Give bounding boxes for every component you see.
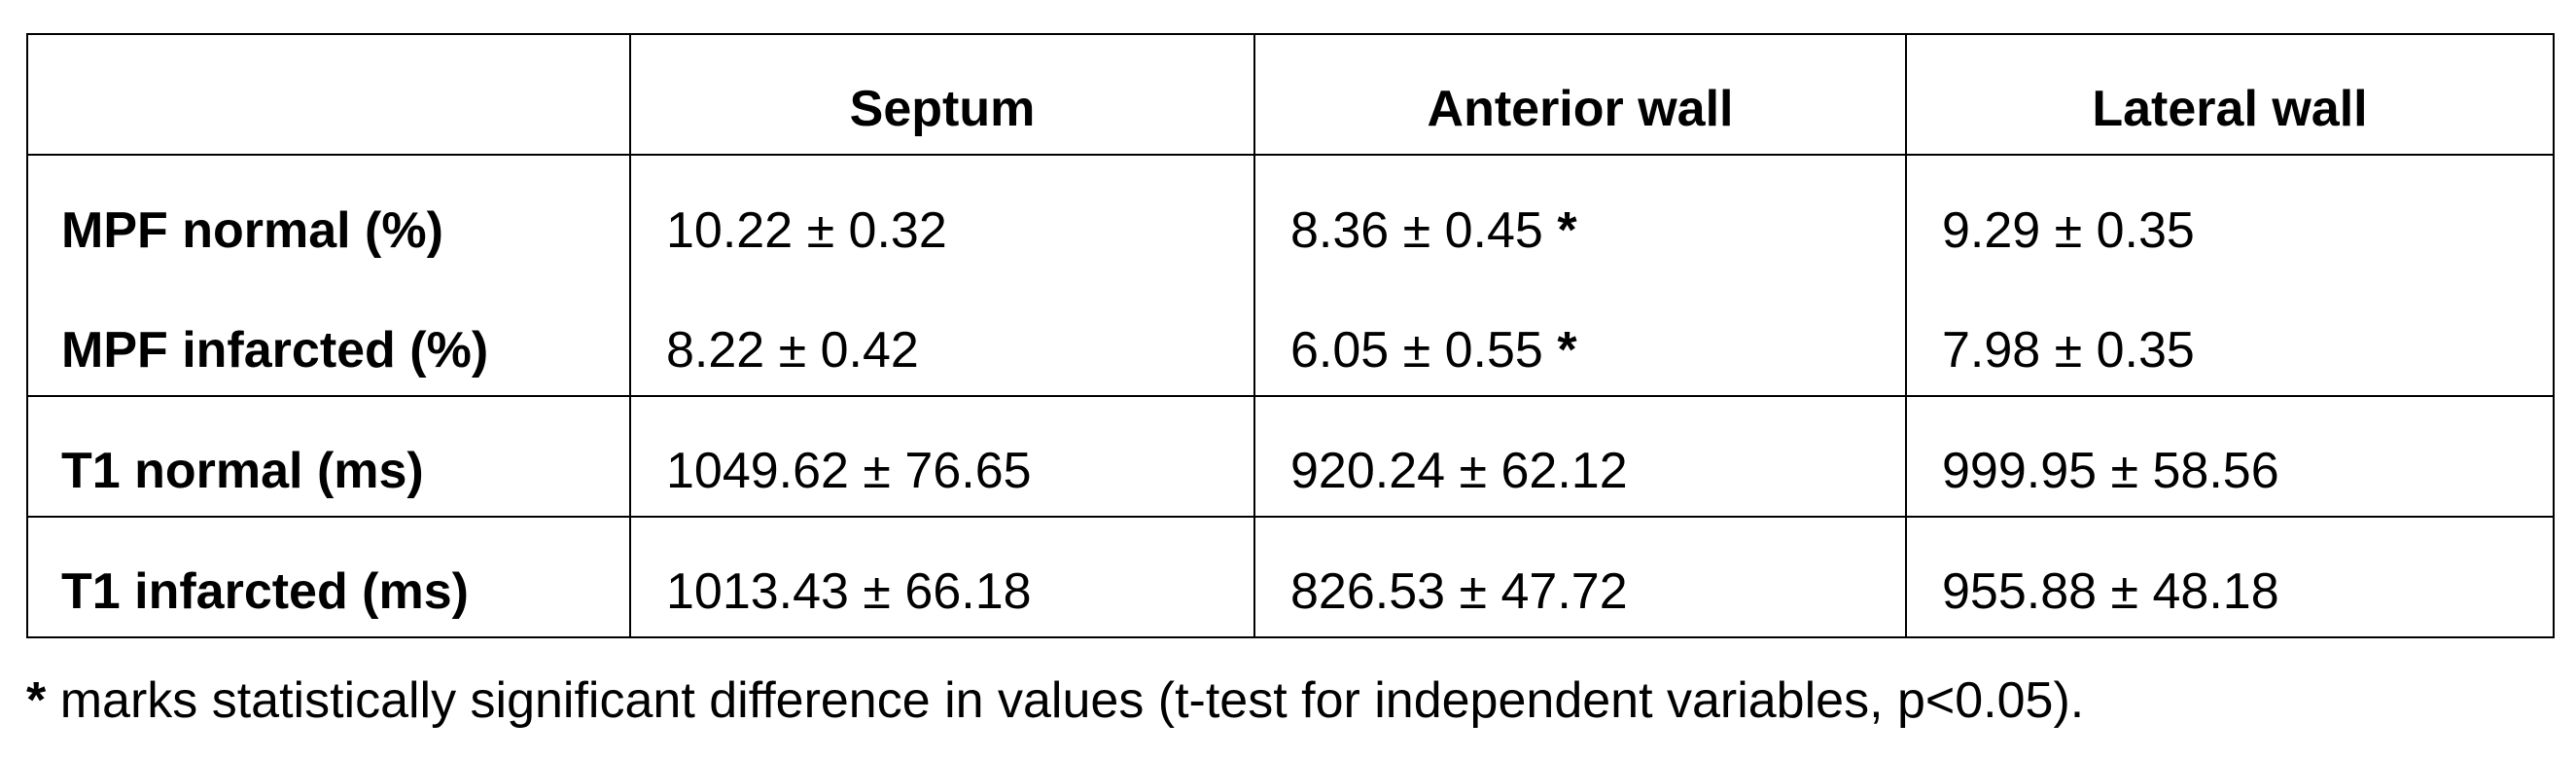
cell: 826.53 ± 47.72 — [1253, 516, 1907, 638]
cell-value: 8.22 ± 0.42 — [666, 322, 919, 379]
table-row: MPF normal (%) 10.22 ± 0.32 8.36 ± 0.45 * 9… — [26, 154, 2555, 275]
cell-value: 826.53 ± 47.72 — [1290, 563, 1628, 620]
column-header: Lateral wall — [1905, 33, 2555, 156]
cell-value: 999.95 ± 58.56 — [1942, 443, 2279, 499]
footnote: * marks statistically significant differ… — [26, 671, 2084, 730]
significance-mark: * — [1557, 322, 1577, 379]
header-row: Septum Anterior wall Lateral wall — [26, 33, 2555, 156]
cell-value: 1013.43 ± 66.18 — [666, 563, 1032, 620]
cell-value: 955.88 ± 48.18 — [1942, 563, 2279, 620]
column-header: Septum — [629, 33, 1255, 156]
cell-value: 10.22 ± 0.32 — [666, 202, 947, 259]
data-table: Septum Anterior wall Lateral wall MPF norm… — [26, 33, 2555, 638]
row-label: MPF normal (%) — [26, 154, 631, 275]
cell: 9.29 ± 0.35 — [1905, 154, 2555, 275]
row-label: MPF infarcted (%) — [26, 275, 631, 397]
row-label: T1 infarcted (ms) — [26, 516, 631, 638]
cell-value: 1049.62 ± 76.65 — [666, 443, 1032, 499]
cell: 955.88 ± 48.18 — [1905, 516, 2555, 638]
table-row: MPF infarcted (%) 8.22 ± 0.42 6.05 ± 0.55 … — [26, 275, 2555, 397]
cell: 999.95 ± 58.56 — [1905, 395, 2555, 518]
table-body: MPF normal (%) 10.22 ± 0.32 8.36 ± 0.45 * 9… — [26, 154, 2555, 638]
significance-mark: * — [1557, 202, 1577, 259]
table-row: T1 normal (ms) 1049.62 ± 76.65 920.24 ± 62… — [26, 395, 2555, 518]
table-row: T1 infarcted (ms) 1013.43 ± 66.18 826.53 ±… — [26, 516, 2555, 638]
footnote-text: marks statistically significant differen… — [59, 672, 2085, 729]
cell: 1013.43 ± 66.18 — [629, 516, 1255, 638]
cell: 1049.62 ± 76.65 — [629, 395, 1255, 518]
cell: 6.05 ± 0.55 * — [1253, 275, 1907, 397]
cell: 7.98 ± 0.35 — [1905, 275, 2555, 397]
cell: 8.22 ± 0.42 — [629, 275, 1255, 397]
cell: 8.36 ± 0.45 * — [1253, 154, 1907, 275]
cell-value: 6.05 ± 0.55 — [1290, 322, 1543, 379]
footnote-mark: * — [26, 672, 47, 729]
cell-value: 7.98 ± 0.35 — [1942, 322, 2195, 379]
cell-value: 920.24 ± 62.12 — [1290, 443, 1628, 499]
cell: 10.22 ± 0.32 — [629, 154, 1255, 275]
cell: 920.24 ± 62.12 — [1253, 395, 1907, 518]
column-header: Anterior wall — [1253, 33, 1907, 156]
row-label: T1 normal (ms) — [26, 395, 631, 518]
cell-value: 9.29 ± 0.35 — [1942, 202, 2195, 259]
corner-cell — [26, 33, 631, 156]
cell-value: 8.36 ± 0.45 — [1290, 202, 1543, 259]
